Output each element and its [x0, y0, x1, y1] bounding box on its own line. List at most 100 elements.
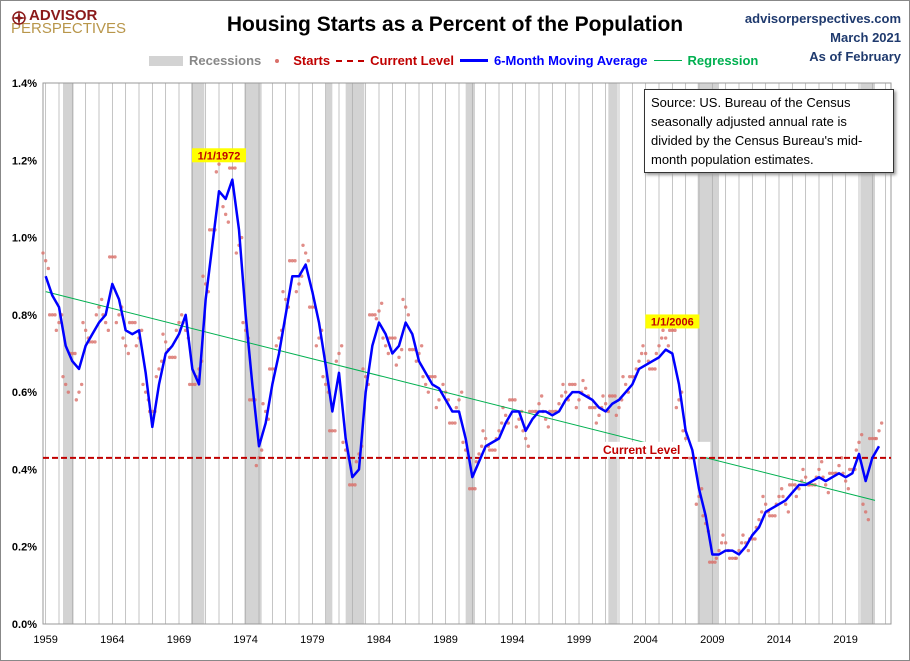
starts-point — [837, 463, 841, 468]
starts-point — [170, 355, 175, 360]
starts-point — [481, 429, 485, 433]
starts-point — [46, 266, 51, 271]
starts-point — [687, 456, 692, 460]
recession-band — [860, 83, 875, 624]
starts-point — [207, 228, 212, 232]
starts-point — [283, 297, 288, 302]
starts-point — [293, 259, 297, 263]
y-tick-label: 0.2% — [12, 542, 37, 554]
legend-ma-swatch — [459, 59, 488, 62]
starts-point — [226, 220, 231, 224]
starts-point — [254, 463, 259, 468]
starts-point — [403, 305, 408, 309]
starts-point — [537, 402, 541, 406]
starts-point — [459, 390, 464, 394]
starts-point — [683, 436, 688, 441]
starts-point — [753, 537, 757, 541]
starts-point — [303, 251, 308, 255]
starts-point — [127, 320, 132, 325]
starts-point — [650, 367, 655, 371]
y-tick-label: 1.4% — [12, 78, 37, 90]
starts-point — [763, 502, 768, 506]
starts-point — [53, 313, 57, 317]
starts-point — [373, 313, 377, 317]
starts-point — [467, 487, 472, 491]
starts-point — [294, 289, 299, 294]
starts-point — [673, 328, 677, 333]
starts-point — [641, 344, 645, 348]
starts-point — [590, 405, 595, 410]
starts-point — [383, 344, 388, 348]
starts-point — [790, 483, 795, 487]
starts-point — [621, 374, 625, 379]
starts-point — [223, 212, 228, 217]
starts-point — [157, 367, 161, 371]
starts-point — [167, 355, 172, 360]
starts-point — [617, 405, 621, 410]
starts-point — [597, 413, 601, 418]
starts-point — [113, 255, 117, 259]
starts-point — [767, 514, 772, 518]
starts-point — [423, 382, 428, 387]
starts-point — [107, 255, 112, 259]
starts-point — [161, 332, 165, 336]
starts-point — [261, 402, 265, 406]
starts-point — [41, 251, 45, 255]
starts-point — [314, 344, 319, 348]
x-tick-label: 2009 — [700, 634, 724, 646]
starts-point — [333, 429, 337, 433]
x-tick-label: 1999 — [567, 634, 591, 646]
starts-point — [874, 436, 879, 441]
y-tick-label: 1.2% — [12, 155, 37, 167]
starts-point — [473, 487, 477, 491]
starts-point — [323, 382, 328, 387]
starts-point — [43, 259, 48, 263]
starts-point — [866, 517, 871, 522]
starts-point — [594, 421, 599, 425]
starts-point — [94, 313, 99, 317]
starts-point — [407, 347, 412, 352]
starts-point — [573, 382, 577, 387]
starts-point — [523, 436, 528, 441]
starts-point — [546, 425, 551, 429]
starts-point — [54, 328, 59, 333]
starts-point — [667, 328, 672, 333]
starts-point — [477, 452, 481, 456]
current-level-label: Current Level — [603, 443, 680, 457]
starts-point — [441, 382, 445, 387]
starts-point — [47, 313, 52, 317]
x-tick-label: 1969 — [167, 634, 191, 646]
starts-point — [270, 367, 275, 371]
starts-point — [221, 204, 225, 209]
starts-point — [503, 413, 508, 418]
starts-point — [867, 436, 872, 441]
starts-point — [77, 390, 81, 394]
starts-point — [823, 483, 828, 487]
starts-point — [297, 282, 301, 286]
starts-point — [63, 382, 68, 387]
logo: ADVISOR PERSPECTIVES — [11, 7, 127, 37]
starts-point — [637, 359, 641, 363]
starts-point — [414, 359, 419, 363]
starts-point — [187, 382, 192, 387]
starts-point — [339, 344, 344, 348]
starts-point — [653, 367, 657, 371]
starts-point — [134, 344, 139, 348]
starts-point — [827, 471, 832, 475]
starts-point — [567, 382, 572, 387]
starts-point — [159, 359, 164, 363]
starts-point — [587, 405, 592, 410]
starts-point — [281, 289, 285, 294]
starts-point — [390, 336, 395, 340]
starts-point — [419, 344, 424, 348]
starts-point — [421, 374, 425, 379]
legend: Recessions Starts Current Level 6-Month … — [149, 53, 758, 68]
starts-point — [106, 328, 111, 333]
starts-point — [557, 402, 561, 406]
starts-point — [367, 313, 372, 317]
starts-point — [563, 390, 568, 394]
starts-point — [447, 421, 452, 425]
starts-point — [241, 320, 245, 325]
starts-point — [177, 320, 181, 325]
x-tick-label: 1974 — [233, 634, 257, 646]
